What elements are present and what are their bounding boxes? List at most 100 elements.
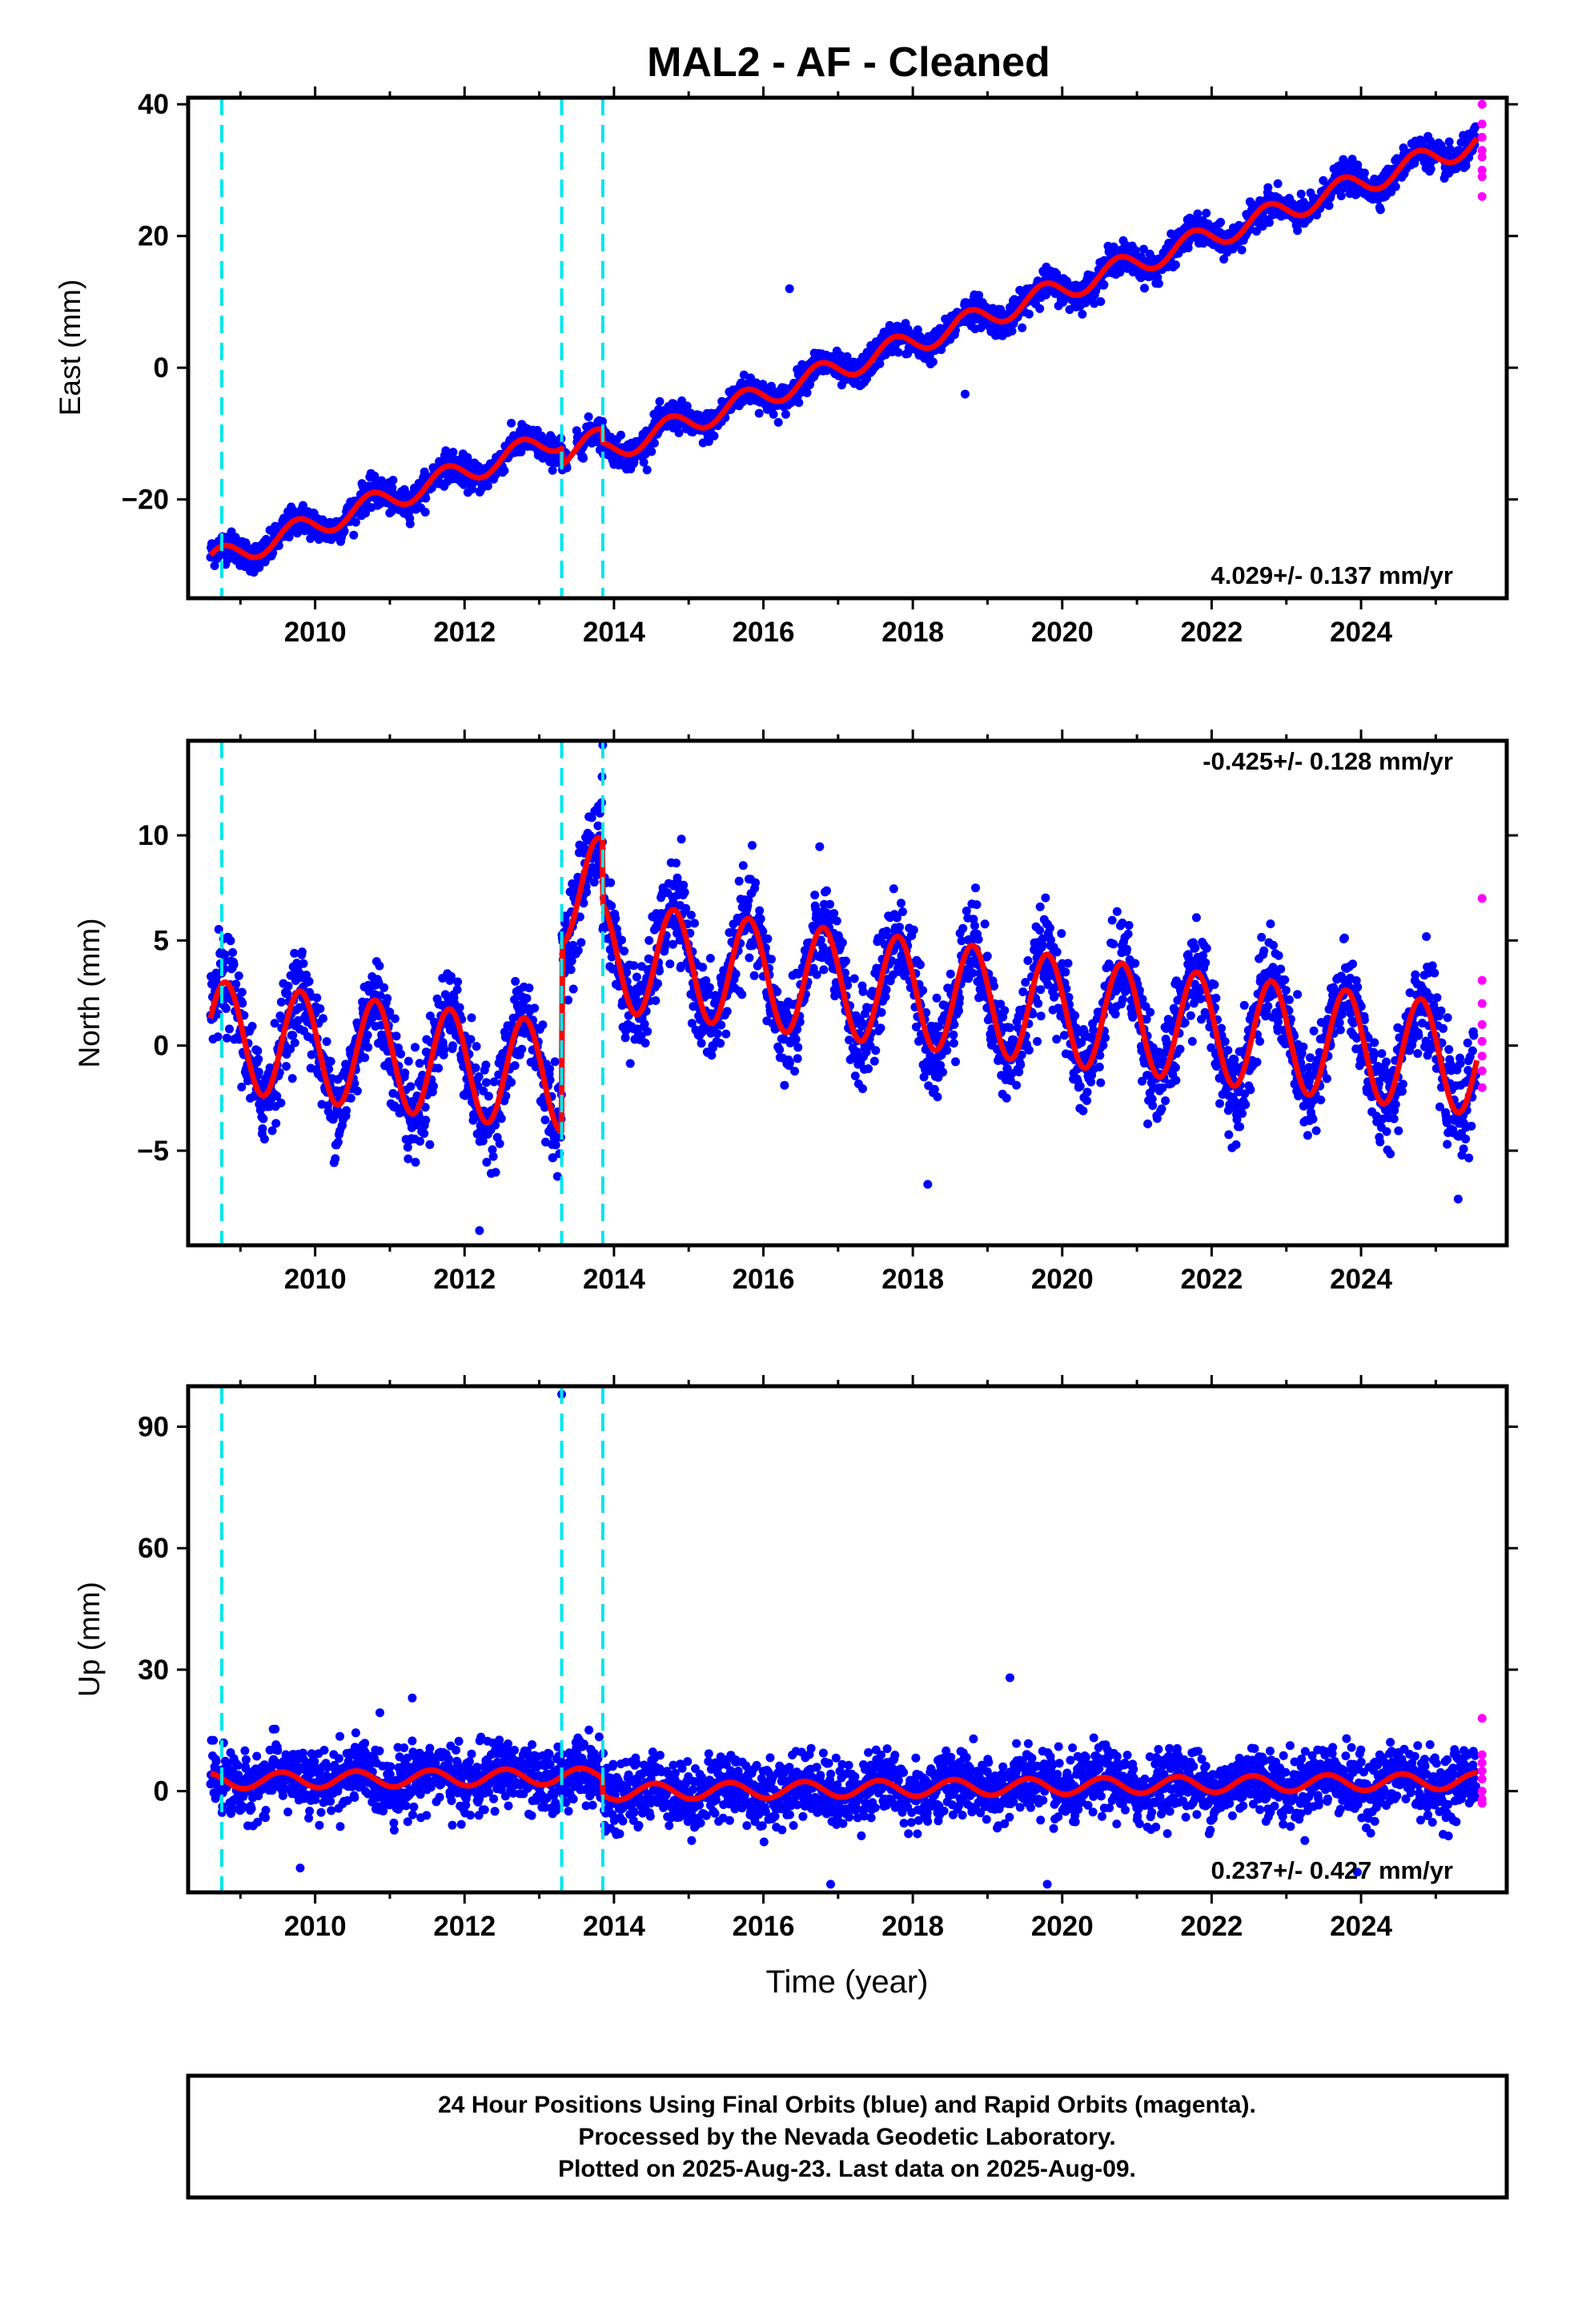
final-orbit-point — [283, 981, 293, 991]
final-orbit-point — [299, 501, 307, 510]
final-orbit-point — [763, 934, 773, 943]
final-orbit-point — [290, 1038, 299, 1047]
final-orbit-point — [312, 993, 322, 1003]
outlier-point — [785, 283, 794, 293]
final-orbit-point — [930, 1084, 939, 1094]
final-orbit-point — [1096, 297, 1106, 307]
final-orbit-point — [258, 1124, 267, 1133]
final-orbit-point — [573, 946, 583, 955]
final-orbit-point — [466, 1035, 476, 1044]
figure-title: MAL2 - AF - Cleaned — [647, 39, 1050, 86]
final-orbit-point — [876, 1023, 885, 1033]
final-orbit-point — [1216, 218, 1226, 227]
final-orbit-point — [315, 1004, 325, 1013]
final-orbit-point — [949, 1030, 958, 1039]
final-orbit-point — [713, 1029, 722, 1039]
final-orbit-point — [845, 1035, 854, 1045]
final-orbit-point — [400, 1068, 410, 1078]
final-orbit-point — [793, 1043, 803, 1052]
final-orbit-point — [825, 899, 835, 909]
final-orbit-point — [452, 985, 462, 995]
rapid-orbit-point — [1477, 119, 1487, 129]
final-orbit-point — [455, 1003, 464, 1012]
final-orbit-point — [471, 1063, 480, 1072]
final-orbit-point — [404, 1056, 413, 1066]
final-orbit-point — [1007, 326, 1017, 336]
final-orbit-point — [858, 987, 868, 996]
final-orbit-point — [893, 348, 903, 357]
final-orbit-point — [425, 1140, 435, 1149]
final-orbit-point — [228, 947, 238, 957]
final-orbit-point — [1426, 164, 1435, 174]
final-orbit-point — [871, 1046, 881, 1055]
final-orbit-point — [524, 983, 534, 993]
final-orbit-point — [297, 947, 307, 957]
final-orbit-point — [1202, 208, 1211, 218]
y-tick-label: 20 — [138, 221, 169, 252]
final-orbit-point — [857, 1022, 866, 1031]
final-orbit-point — [472, 1042, 481, 1051]
final-orbit-point — [500, 466, 509, 476]
final-orbit-point — [850, 1072, 860, 1080]
final-orbit-point — [434, 1063, 444, 1073]
final-orbit-point — [928, 357, 938, 367]
final-orbit-point — [429, 1081, 438, 1091]
rapid-orbit-point — [1477, 172, 1487, 182]
final-orbit-point — [707, 1051, 717, 1060]
final-orbit-point — [629, 961, 639, 971]
final-orbit-point — [421, 493, 431, 503]
final-orbit-point — [568, 984, 578, 994]
final-orbit-point — [849, 974, 859, 983]
east-panel: 2010 2012 2014 2016 2018 2020 2022 2024−2002040… — [54, 86, 1518, 648]
final-orbit-point — [517, 1044, 527, 1054]
final-orbit-point — [448, 448, 458, 457]
final-orbit-point — [383, 994, 392, 1003]
final-orbit-point — [632, 972, 641, 982]
final-orbit-point — [507, 418, 516, 428]
final-orbit-point — [1324, 201, 1334, 211]
y-tick-label: 0 — [154, 352, 169, 384]
final-orbit-point — [276, 1098, 286, 1108]
final-orbit-point — [620, 947, 629, 956]
final-orbit-point — [748, 841, 757, 850]
final-orbit-point — [363, 1031, 372, 1040]
final-orbit-point — [815, 842, 825, 851]
final-orbit-point — [877, 1007, 886, 1017]
final-orbit-point — [639, 457, 648, 467]
final-orbit-point — [755, 906, 765, 915]
x-tick-label: 2016 — [733, 617, 795, 648]
final-orbit-point — [406, 1082, 416, 1092]
final-orbit-point — [749, 971, 759, 980]
east-rate-label: 4.029+/- 0.137 mm/yr — [1211, 561, 1453, 589]
final-orbit-point — [221, 1003, 231, 1013]
final-orbit-point — [379, 983, 389, 992]
final-orbit-point — [481, 1078, 491, 1088]
final-orbit-point — [254, 1055, 263, 1064]
final-orbit-point — [793, 1054, 802, 1063]
rapid-orbit-point — [1477, 191, 1487, 201]
final-orbit-point — [734, 876, 744, 886]
final-orbit-point — [566, 965, 576, 975]
rapid-orbit-point — [1477, 99, 1487, 109]
final-orbit-point — [794, 398, 804, 408]
outlier-point — [960, 389, 970, 399]
final-orbit-point — [616, 430, 625, 440]
final-orbit-point — [698, 963, 708, 972]
final-orbit-point — [898, 907, 907, 916]
final-orbit-point — [467, 1013, 476, 1023]
final-orbit-point — [738, 861, 748, 870]
final-orbit-point — [491, 1168, 500, 1177]
final-orbit-point — [841, 956, 850, 966]
final-orbit-point — [717, 1020, 726, 1030]
final-orbit-point — [290, 948, 299, 958]
final-orbit-point — [576, 938, 586, 947]
final-orbit-point — [790, 1067, 800, 1076]
final-orbit-point — [1461, 161, 1471, 171]
final-orbit-point — [716, 1039, 725, 1048]
final-orbit-point — [869, 1056, 879, 1066]
final-orbit-point — [822, 886, 831, 895]
final-orbit-point — [495, 1139, 504, 1148]
final-orbit-point — [958, 923, 968, 933]
final-orbit-point — [319, 1014, 327, 1023]
final-orbit-point — [651, 996, 661, 1005]
